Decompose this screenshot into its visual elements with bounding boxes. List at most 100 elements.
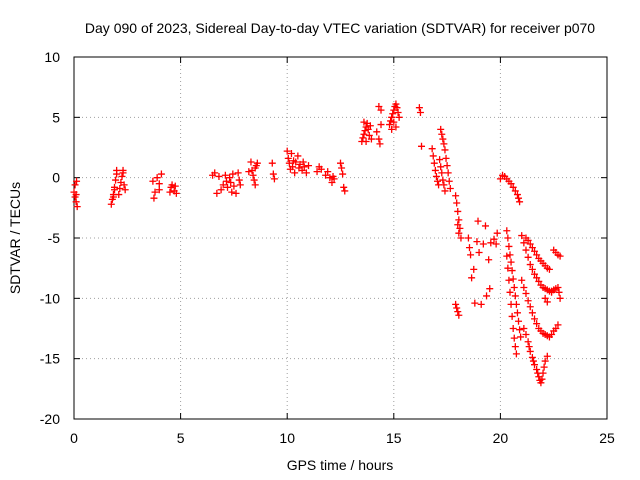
data-point	[526, 303, 534, 311]
data-points	[70, 100, 564, 387]
data-point	[149, 177, 157, 185]
data-point	[515, 317, 523, 325]
data-point	[524, 338, 532, 346]
data-point	[483, 292, 491, 300]
data-point	[341, 187, 349, 195]
data-point	[452, 192, 460, 200]
data-point	[155, 180, 163, 188]
data-point	[481, 222, 489, 230]
y-tick-label: 5	[52, 109, 60, 125]
data-point	[392, 100, 400, 108]
data-point	[340, 183, 348, 191]
data-point	[526, 347, 534, 355]
data-point	[526, 261, 534, 269]
data-point	[437, 163, 445, 171]
data-point	[441, 187, 449, 195]
data-point	[151, 188, 159, 196]
data-point	[528, 309, 536, 317]
data-point	[429, 152, 437, 160]
data-point	[222, 177, 230, 185]
data-point	[522, 246, 530, 254]
data-point	[287, 150, 295, 158]
data-point	[509, 183, 517, 191]
data-point	[453, 199, 461, 207]
data-point	[438, 130, 446, 138]
data-point	[392, 123, 400, 131]
data-point	[504, 264, 512, 272]
data-point	[291, 169, 299, 177]
data-point	[509, 325, 517, 332]
data-point	[72, 198, 80, 206]
data-point	[477, 300, 485, 308]
data-point	[507, 180, 515, 188]
data-point	[531, 247, 539, 255]
data-point	[468, 274, 476, 282]
data-point	[269, 170, 277, 178]
data-point	[533, 320, 541, 328]
data-point	[457, 234, 465, 242]
data-point	[364, 125, 372, 133]
data-point	[270, 175, 278, 183]
data-point	[520, 283, 528, 291]
data-point	[375, 102, 383, 110]
data-point	[456, 224, 464, 232]
data-point	[119, 169, 127, 177]
data-point	[508, 312, 516, 320]
data-point	[540, 363, 548, 371]
data-point	[524, 236, 532, 244]
data-point	[395, 113, 403, 121]
tick-labels: 0 5 10 15 20 25 10 5 0 -5 -10 -15 -20	[40, 49, 615, 446]
data-point	[479, 240, 487, 248]
data-point	[507, 258, 515, 266]
data-point	[215, 172, 223, 180]
data-point	[434, 177, 442, 185]
data-point	[493, 229, 501, 237]
data-point	[513, 309, 521, 317]
data-point	[533, 274, 541, 282]
y-tick-label: 10	[44, 49, 60, 65]
data-point	[230, 182, 238, 190]
data-point	[513, 191, 521, 199]
data-point	[496, 175, 504, 183]
x-tick-label: 10	[279, 430, 295, 446]
data-point	[339, 170, 347, 178]
data-point	[284, 154, 292, 162]
data-point	[543, 298, 551, 306]
data-point	[505, 276, 513, 284]
data-point	[360, 130, 368, 138]
data-point	[388, 113, 396, 121]
data-point	[73, 177, 81, 185]
data-point	[168, 181, 176, 189]
data-point	[376, 140, 384, 148]
y-tick-label: 0	[52, 170, 60, 186]
data-point	[415, 104, 423, 112]
data-point	[250, 176, 258, 184]
data-point	[539, 369, 547, 377]
data-point	[300, 163, 308, 171]
data-point	[428, 145, 436, 153]
data-point	[512, 350, 520, 358]
data-point	[522, 331, 530, 339]
y-tick-label: -5	[48, 230, 61, 246]
data-point	[528, 265, 536, 273]
data-point	[453, 304, 461, 312]
data-point	[324, 168, 332, 176]
data-point	[326, 174, 334, 182]
data-point	[524, 297, 532, 305]
data-point	[338, 164, 346, 172]
data-point	[533, 251, 541, 259]
data-point	[556, 252, 564, 260]
data-point	[452, 300, 460, 308]
x-tick-label: 25	[599, 430, 615, 446]
data-point	[418, 142, 426, 150]
data-point	[470, 265, 478, 273]
data-point	[302, 169, 310, 177]
data-point	[438, 169, 446, 177]
x-tick-label: 5	[177, 430, 185, 446]
data-point	[518, 276, 526, 284]
data-point	[541, 294, 549, 302]
data-point	[533, 366, 541, 374]
data-point	[171, 182, 179, 190]
data-point	[388, 125, 396, 133]
